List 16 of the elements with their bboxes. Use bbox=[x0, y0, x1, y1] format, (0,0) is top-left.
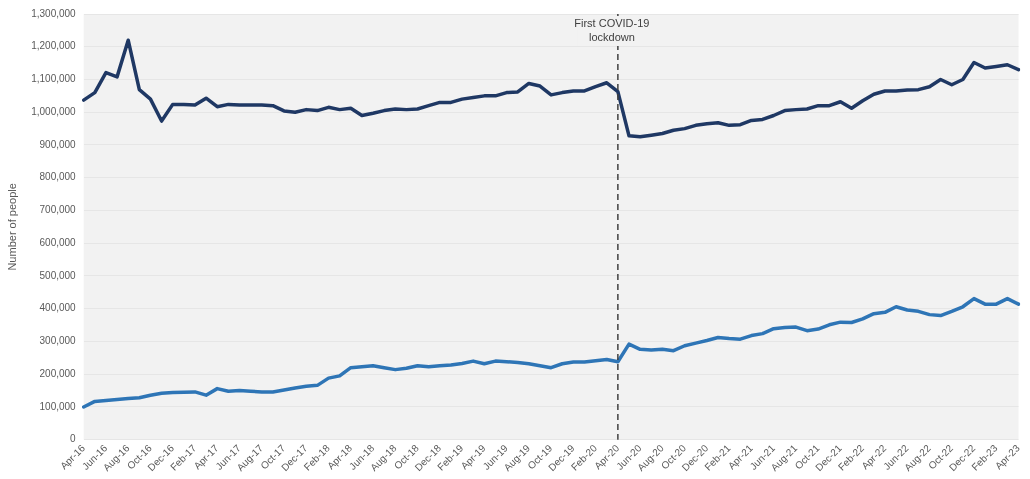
y-tick-label: 0 bbox=[70, 433, 77, 445]
y-tick-label: 200,000 bbox=[39, 367, 77, 379]
y-tick-label: 300,000 bbox=[39, 335, 77, 347]
ref-line-label: First COVID-19 lockdown bbox=[574, 16, 650, 43]
y-tick-label: 700,000 bbox=[39, 204, 77, 216]
y-axis-title: Number of people bbox=[5, 183, 18, 271]
y-tick-label: 100,000 bbox=[39, 400, 77, 412]
y-tick-label: 400,000 bbox=[39, 302, 77, 314]
y-tick-label: 1,000,000 bbox=[31, 105, 77, 117]
y-tick-label: 1,200,000 bbox=[31, 40, 77, 52]
y-tick-label: 1,100,000 bbox=[31, 73, 77, 85]
y-tick-label: 600,000 bbox=[39, 236, 77, 248]
y-tick-label: 1,300,000 bbox=[31, 7, 77, 19]
y-tick-label: 900,000 bbox=[39, 138, 77, 150]
y-tick-label: 800,000 bbox=[39, 171, 77, 183]
y-tick-label: 500,000 bbox=[39, 269, 77, 281]
